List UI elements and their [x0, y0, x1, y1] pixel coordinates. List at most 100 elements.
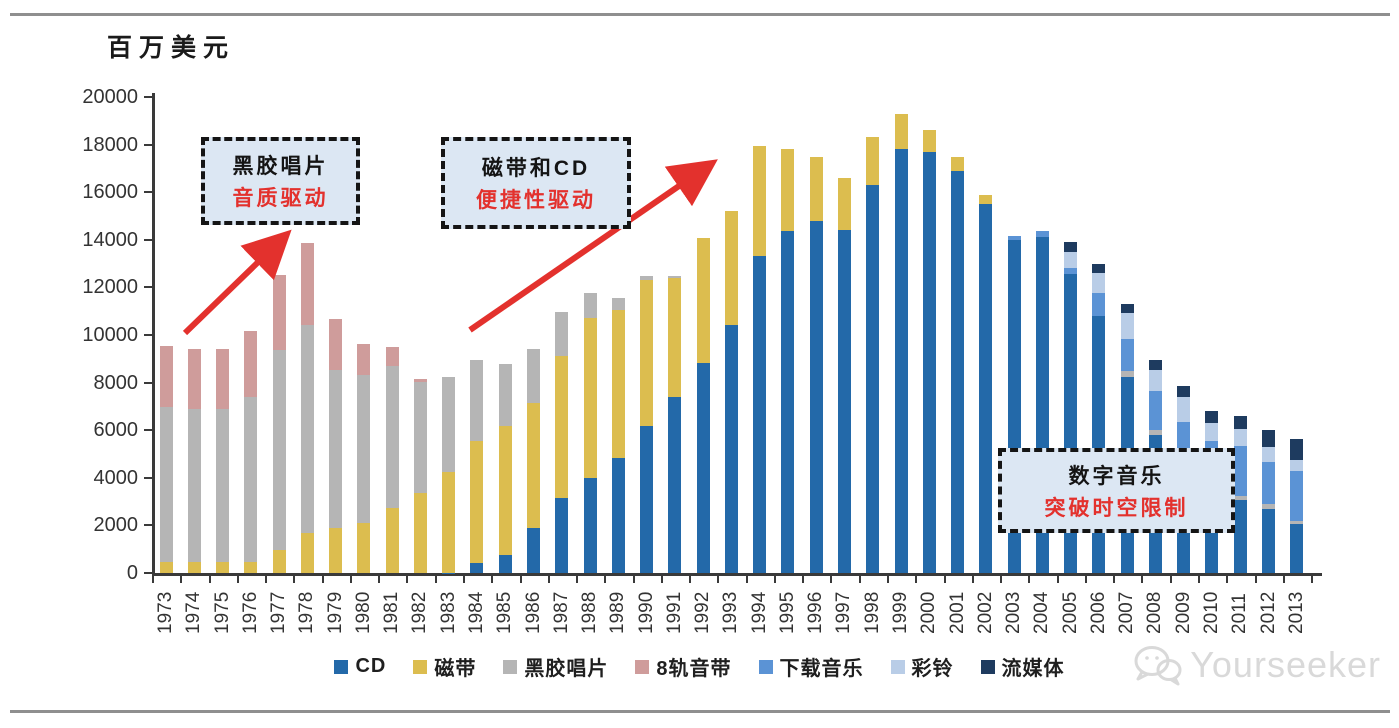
bar-1988-磁带: [583, 317, 597, 478]
x-tick-mark: [660, 575, 663, 583]
x-tick-label: 2011: [1229, 593, 1251, 634]
bar-1983-磁带: [442, 471, 456, 573]
x-tick-label: 1985: [494, 591, 516, 634]
bar-2012-彩铃: [1262, 446, 1276, 463]
x-tick-mark: [1113, 575, 1116, 583]
x-tick-label: 1980: [352, 591, 374, 634]
x-tick-label: 1984: [465, 591, 487, 634]
legend-item-流媒体: 流媒体: [980, 652, 1065, 681]
bar-1984-黑胶唱片: [470, 359, 484, 441]
bar-1994-磁带: [753, 145, 767, 257]
bar-1998-CD: [866, 185, 880, 573]
y-tick-mark: [144, 334, 152, 336]
bar-1993-磁带: [724, 211, 738, 325]
bar-2004-下载音乐: [1035, 231, 1049, 238]
annotation-cassette-cd-title: 磁带和CD: [481, 157, 591, 180]
x-axis: [152, 573, 1322, 576]
x-tick-label: 1974: [183, 591, 205, 634]
annotation-digital: 数字音乐 突破时空限制: [998, 448, 1235, 533]
legend: CD 磁带 黑胶唱片 8轨音带 下载音乐 彩铃 流媒体: [0, 652, 1399, 681]
y-tick-label: 8000: [93, 371, 139, 394]
x-tick-label: 2006: [1087, 591, 1109, 634]
x-tick-mark: [943, 575, 946, 583]
bar-1973-黑胶唱片: [159, 406, 173, 562]
bar-2001-CD: [951, 170, 965, 573]
x-tick-mark: [745, 575, 748, 583]
x-tick-mark: [1254, 575, 1257, 583]
bar-2006-彩铃: [1092, 273, 1106, 294]
x-tick-label: 1976: [239, 591, 261, 634]
bar-1975-磁带: [216, 561, 230, 573]
x-tick-mark: [1056, 575, 1059, 583]
bar-1976-8轨音带: [244, 330, 258, 398]
bar-1975-黑胶唱片: [216, 409, 230, 562]
bar-1984-CD: [470, 563, 484, 573]
bar-1995-磁带: [781, 149, 795, 232]
bar-1979-8轨音带: [329, 319, 343, 370]
bar-2006-流媒体: [1092, 263, 1106, 274]
bar-1982-8轨音带: [413, 379, 427, 382]
x-tick-label: 1995: [776, 591, 798, 634]
x-tick-mark: [434, 575, 437, 583]
bar-1991-CD: [668, 396, 682, 573]
y-tick-mark: [144, 143, 152, 146]
bar-1977-8轨音带: [272, 275, 286, 350]
bar-1999-CD: [894, 149, 908, 573]
bar-1985-黑胶唱片: [498, 364, 512, 426]
x-tick-mark: [1311, 575, 1314, 583]
annotation-digital-subtitle: 突破时空限制: [1044, 496, 1189, 520]
x-tick-mark: [1169, 575, 1172, 583]
bar-2008-黑胶唱片: [1148, 430, 1162, 435]
bar-2008-流媒体: [1148, 359, 1162, 370]
x-tick-label: 2010: [1200, 591, 1222, 634]
bar-1999-磁带: [894, 113, 908, 150]
bar-1982-黑胶唱片: [413, 381, 427, 494]
y-tick-mark: [144, 429, 152, 432]
legend-label: CD: [355, 655, 387, 677]
x-tick-mark: [576, 575, 579, 583]
x-tick-mark: [830, 575, 833, 583]
x-tick-label: 1992: [692, 591, 714, 634]
legend-label: 流媒体: [1001, 658, 1065, 680]
x-tick-label: 1982: [409, 591, 431, 634]
y-tick-label: 0: [126, 562, 138, 584]
legend-label: 下载音乐: [779, 658, 864, 680]
y-tick-label: 10000: [82, 324, 138, 346]
y-tick-label: 2000: [93, 514, 139, 537]
annotation-digital-title: 数字音乐: [1068, 464, 1165, 488]
bar-1987-CD: [555, 498, 569, 573]
bar-2013-下载音乐: [1290, 470, 1304, 521]
x-tick-label: 1973: [155, 591, 176, 634]
x-tick-mark: [180, 575, 183, 583]
y-tick-mark: [144, 381, 152, 384]
bar-1987-磁带: [555, 355, 569, 499]
x-tick-label: 2001: [946, 591, 968, 634]
bar-1986-CD: [527, 527, 540, 573]
bar-2013-黑胶唱片: [1290, 520, 1304, 525]
bar-1973-8轨音带: [159, 346, 173, 407]
x-tick-mark: [349, 575, 352, 583]
x-tick-mark: [773, 575, 776, 583]
bar-2007-流媒体: [1120, 303, 1134, 314]
bar-1986-黑胶唱片: [527, 349, 540, 404]
bar-1982-磁带: [413, 493, 427, 573]
x-tick-mark: [208, 575, 211, 583]
bar-1973-磁带: [159, 561, 173, 573]
x-tick-mark: [265, 575, 268, 583]
x-tick-label: 2004: [1031, 591, 1053, 634]
x-tick-label: 1998: [861, 591, 883, 634]
x-tick-label: 2000: [918, 591, 940, 634]
bar-1976-磁带: [244, 561, 258, 573]
bar-2011-下载音乐: [1233, 445, 1247, 496]
bar-1976-黑胶唱片: [244, 397, 258, 562]
bar-2006-下载音乐: [1092, 293, 1106, 316]
bar-1979-黑胶唱片: [329, 369, 343, 529]
bar-2013-彩铃: [1290, 459, 1304, 471]
x-tick-mark: [491, 575, 494, 583]
annotation-cassette-cd-subtitle: 便捷性驱动: [476, 189, 596, 212]
bar-1997-磁带: [837, 178, 851, 231]
bar-1981-黑胶唱片: [385, 365, 399, 509]
bar-2001-磁带: [951, 156, 965, 171]
x-tick-label: 2002: [974, 591, 996, 634]
y-tick-label: 16000: [82, 181, 138, 204]
